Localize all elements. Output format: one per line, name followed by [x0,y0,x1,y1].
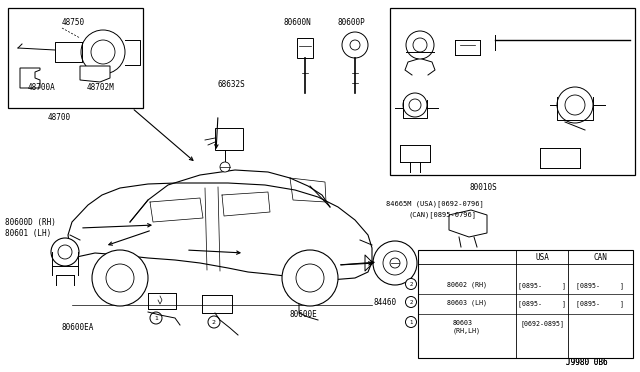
Text: 2: 2 [409,299,413,305]
Circle shape [409,99,421,111]
Text: 80603 (LH): 80603 (LH) [447,300,487,307]
Circle shape [383,251,407,275]
Circle shape [92,250,148,306]
Circle shape [282,250,338,306]
Text: [0895-     ]: [0895- ] [577,300,625,307]
Text: 80600E: 80600E [290,310,317,319]
Text: 80600D (RH): 80600D (RH) [5,218,56,227]
Text: J9980 0B6: J9980 0B6 [566,358,607,367]
Text: [0895-     ]: [0895- ] [577,282,625,289]
Bar [8,8,143,108]
Text: [0895-     ]: [0895- ] [518,282,566,289]
Circle shape [373,241,417,285]
Text: 80603
(RH,LH): 80603 (RH,LH) [453,320,481,334]
Text: 1: 1 [409,320,413,324]
Circle shape [81,30,125,74]
Text: 80600N: 80600N [283,18,311,27]
Text: 48702M: 48702M [87,83,115,92]
Circle shape [58,245,72,259]
Text: 48700A: 48700A [28,83,56,92]
Circle shape [106,264,134,292]
Text: 2: 2 [409,282,413,286]
Text: 68632S: 68632S [218,80,246,89]
Text: [0895-     ]: [0895- ] [518,300,566,307]
Text: 84665M (USA)[0692-0796]: 84665M (USA)[0692-0796] [386,200,484,207]
Bar [297,38,313,58]
Text: 80600P: 80600P [337,18,365,27]
Circle shape [342,32,368,58]
Text: 80601 (LH): 80601 (LH) [5,229,51,238]
Bar [215,128,243,150]
Text: 2: 2 [212,320,216,324]
Polygon shape [80,66,110,82]
Text: 80010S: 80010S [470,183,498,192]
Text: 1: 1 [154,315,158,321]
Circle shape [51,238,79,266]
Circle shape [565,95,585,115]
Circle shape [406,317,417,327]
Text: (CAN)[0895-0796]: (CAN)[0895-0796] [409,211,477,218]
Text: [0692-0895]: [0692-0895] [520,320,564,327]
Text: 48700: 48700 [48,113,71,122]
Text: CAN: CAN [593,253,607,262]
Circle shape [406,296,417,308]
Text: 80602 (RH): 80602 (RH) [447,282,487,289]
Circle shape [390,258,400,268]
Circle shape [208,316,220,328]
Text: J9980 0B6: J9980 0B6 [566,358,607,367]
Text: 80600EA: 80600EA [62,323,94,332]
Circle shape [296,264,324,292]
Circle shape [557,87,593,123]
Circle shape [150,312,162,324]
Polygon shape [449,210,487,237]
Circle shape [413,38,427,52]
Circle shape [403,93,427,117]
Bar [418,250,633,358]
Circle shape [350,40,360,50]
Circle shape [406,31,434,59]
Circle shape [220,162,230,172]
Text: USA: USA [535,253,549,262]
Circle shape [91,40,115,64]
Circle shape [406,279,417,289]
Polygon shape [20,68,40,88]
Text: 84460: 84460 [374,298,397,307]
Bar [390,8,635,175]
Text: 48750: 48750 [62,18,85,27]
